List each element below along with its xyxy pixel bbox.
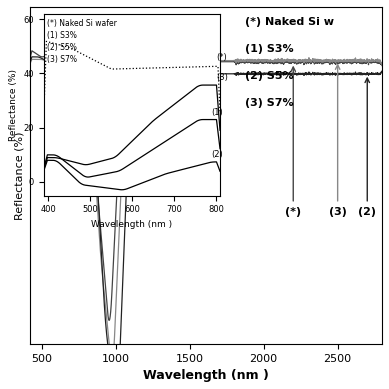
Text: (3): (3) — [329, 65, 347, 217]
Text: (*) Naked Si w: (*) Naked Si w — [245, 17, 334, 27]
Y-axis label: Reflectance (%): Reflectance (%) — [14, 131, 24, 220]
Text: (2): (2) — [358, 78, 376, 217]
Text: (*): (*) — [285, 67, 301, 217]
Text: (2) S5%: (2) S5% — [245, 71, 293, 81]
Text: (3) S7%: (3) S7% — [245, 98, 293, 108]
Text: (1) S3%: (1) S3% — [245, 44, 293, 54]
X-axis label: Wavelength (nm ): Wavelength (nm ) — [143, 369, 269, 382]
